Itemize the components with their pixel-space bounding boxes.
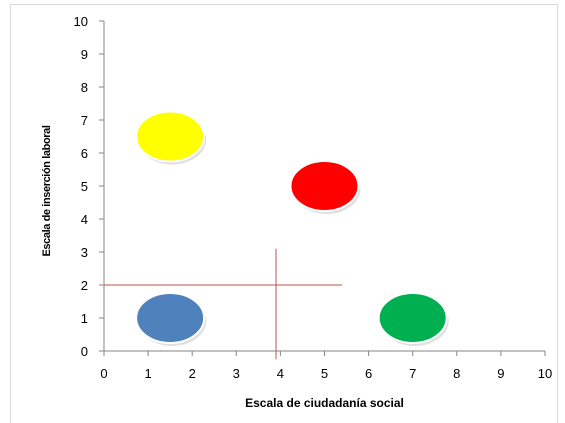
y-tick-label: 6 (81, 146, 88, 161)
y-tick-label: 7 (81, 113, 88, 128)
x-tick-label: 3 (233, 366, 240, 381)
bubble-point (289, 160, 360, 212)
reference-lines (104, 248, 343, 360)
x-tick-label: 7 (409, 366, 416, 381)
x-tick-label: 0 (100, 366, 107, 381)
y-tick-label: 2 (81, 278, 88, 293)
bubbles (135, 110, 449, 346)
x-tick-label: 10 (538, 366, 552, 381)
chart-frame (10, 4, 558, 423)
bubble-point (135, 110, 206, 163)
x-tick-label: 2 (189, 366, 196, 381)
bubble-point (135, 292, 206, 344)
y-tick-label: 4 (81, 212, 88, 227)
x-tick-label: 1 (144, 366, 151, 381)
y-axis-title: Escala de inserción laboral (41, 125, 53, 256)
y-tick-label: 9 (81, 47, 88, 62)
x-tick-label: 9 (497, 366, 504, 381)
x-axis-title: Escala de ciudadanía social (245, 396, 404, 410)
y-tick-label: 1 (81, 311, 88, 326)
x-tick-label: 8 (453, 366, 460, 381)
bubble-point (377, 292, 448, 344)
y-tick-label: 10 (74, 14, 88, 29)
y-tick-label: 8 (81, 80, 88, 95)
y-tick-label: 5 (81, 179, 88, 194)
axes (99, 20, 546, 356)
x-tick-label: 4 (277, 366, 284, 381)
x-tick-label: 5 (321, 366, 328, 381)
tick-labels: 0 1 2 3 4 5 6 7 8 9 10 0 1 2 3 4 5 6 7 8 9 10 (74, 14, 553, 381)
x-tick-label: 6 (365, 366, 372, 381)
y-tick-label: 0 (81, 344, 88, 359)
y-tick-label: 3 (81, 245, 88, 260)
